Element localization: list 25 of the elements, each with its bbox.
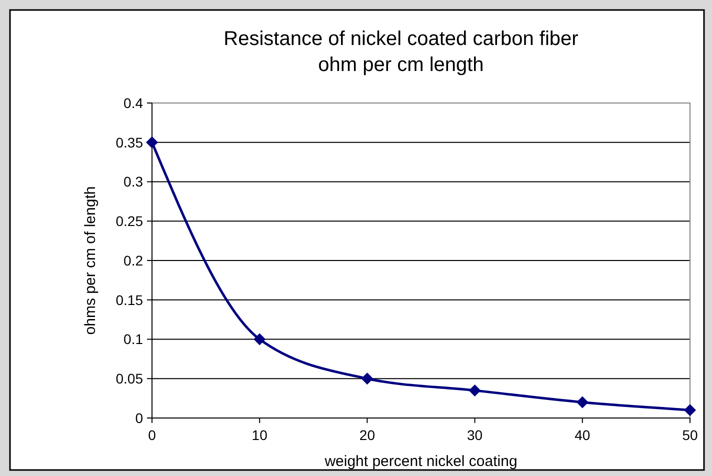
point xyxy=(361,372,374,385)
point xyxy=(468,384,481,396)
x-tick-label: 40 xyxy=(574,427,590,443)
y-tick-label: 0 xyxy=(135,410,144,426)
y-tick-label: 0.1 xyxy=(124,331,144,348)
x-tick-label: 30 xyxy=(467,427,483,443)
chart-subtitle: ohm per cm length xyxy=(318,54,484,76)
y-tick-label: 0.25 xyxy=(116,213,144,230)
point xyxy=(146,136,158,148)
y-tick-label: 0.05 xyxy=(116,370,144,387)
y-tick-label: 0.35 xyxy=(116,134,144,150)
x-tick-label: 0 xyxy=(148,427,156,443)
chart-title: Resistance of nickel coated carbon fiber xyxy=(224,28,579,50)
x-tick-label: 20 xyxy=(359,427,376,443)
x-tick-label: 50 xyxy=(682,427,698,443)
y-tick-label: 0.2 xyxy=(124,252,144,268)
x-axis-title: weight percent nickel coating xyxy=(324,453,518,470)
point xyxy=(576,396,588,408)
point xyxy=(684,404,696,416)
x-tick-label: 10 xyxy=(252,427,268,443)
y-tick-label: 0.15 xyxy=(116,292,144,308)
point xyxy=(254,333,266,346)
y-tick-label: 0.3 xyxy=(124,174,144,190)
y-axis-title: ohms per cm of length xyxy=(82,186,99,335)
y-tick-label: 0.4 xyxy=(124,94,144,111)
